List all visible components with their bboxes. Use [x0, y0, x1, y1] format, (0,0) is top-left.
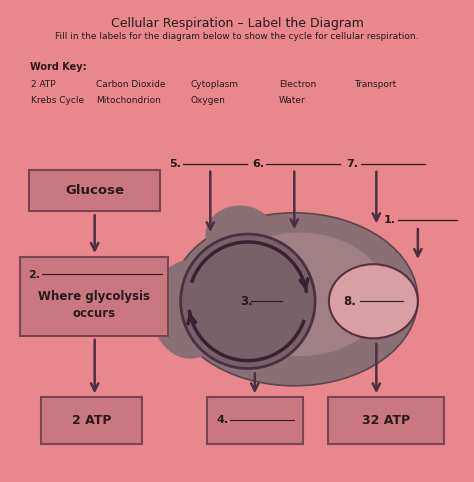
- Text: 4.: 4.: [216, 415, 228, 426]
- Text: 2.: 2.: [28, 269, 40, 280]
- Ellipse shape: [171, 213, 418, 386]
- Text: 8.: 8.: [344, 295, 356, 308]
- Text: 2 ATP: 2 ATP: [31, 80, 55, 89]
- Text: Cytoplasm: Cytoplasm: [190, 80, 238, 89]
- Text: Glucose: Glucose: [65, 184, 124, 197]
- Ellipse shape: [213, 233, 386, 356]
- Text: 3.: 3.: [240, 295, 253, 308]
- Text: Electron: Electron: [279, 80, 317, 89]
- Text: 6.: 6.: [252, 159, 264, 169]
- FancyBboxPatch shape: [41, 397, 142, 443]
- Text: 7.: 7.: [346, 159, 359, 169]
- Text: Oxygen: Oxygen: [190, 96, 225, 105]
- Text: Mitochondrion: Mitochondrion: [97, 96, 161, 105]
- Text: 1.: 1.: [383, 215, 395, 225]
- Text: Carbon Dioxide: Carbon Dioxide: [97, 80, 166, 89]
- FancyBboxPatch shape: [207, 397, 303, 443]
- FancyBboxPatch shape: [29, 170, 160, 211]
- Text: Word Key:: Word Key:: [30, 62, 87, 72]
- Ellipse shape: [205, 205, 274, 265]
- Ellipse shape: [151, 260, 230, 359]
- Text: 5.: 5.: [169, 159, 181, 169]
- Text: 32 ATP: 32 ATP: [362, 414, 410, 427]
- Text: 2 ATP: 2 ATP: [72, 414, 111, 427]
- Text: Water: Water: [279, 96, 306, 105]
- Circle shape: [181, 234, 315, 369]
- Text: Transport: Transport: [354, 80, 396, 89]
- Ellipse shape: [329, 264, 418, 338]
- Text: Where glycolysis
occurs: Where glycolysis occurs: [38, 290, 150, 320]
- FancyBboxPatch shape: [19, 257, 168, 336]
- FancyBboxPatch shape: [328, 397, 444, 443]
- Text: Fill in the labels for the diagram below to show the cycle for cellular respirat: Fill in the labels for the diagram below…: [55, 32, 419, 41]
- Text: Krebs Cycle: Krebs Cycle: [31, 96, 84, 105]
- Text: Cellular Respiration – Label the Diagram: Cellular Respiration – Label the Diagram: [110, 16, 364, 29]
